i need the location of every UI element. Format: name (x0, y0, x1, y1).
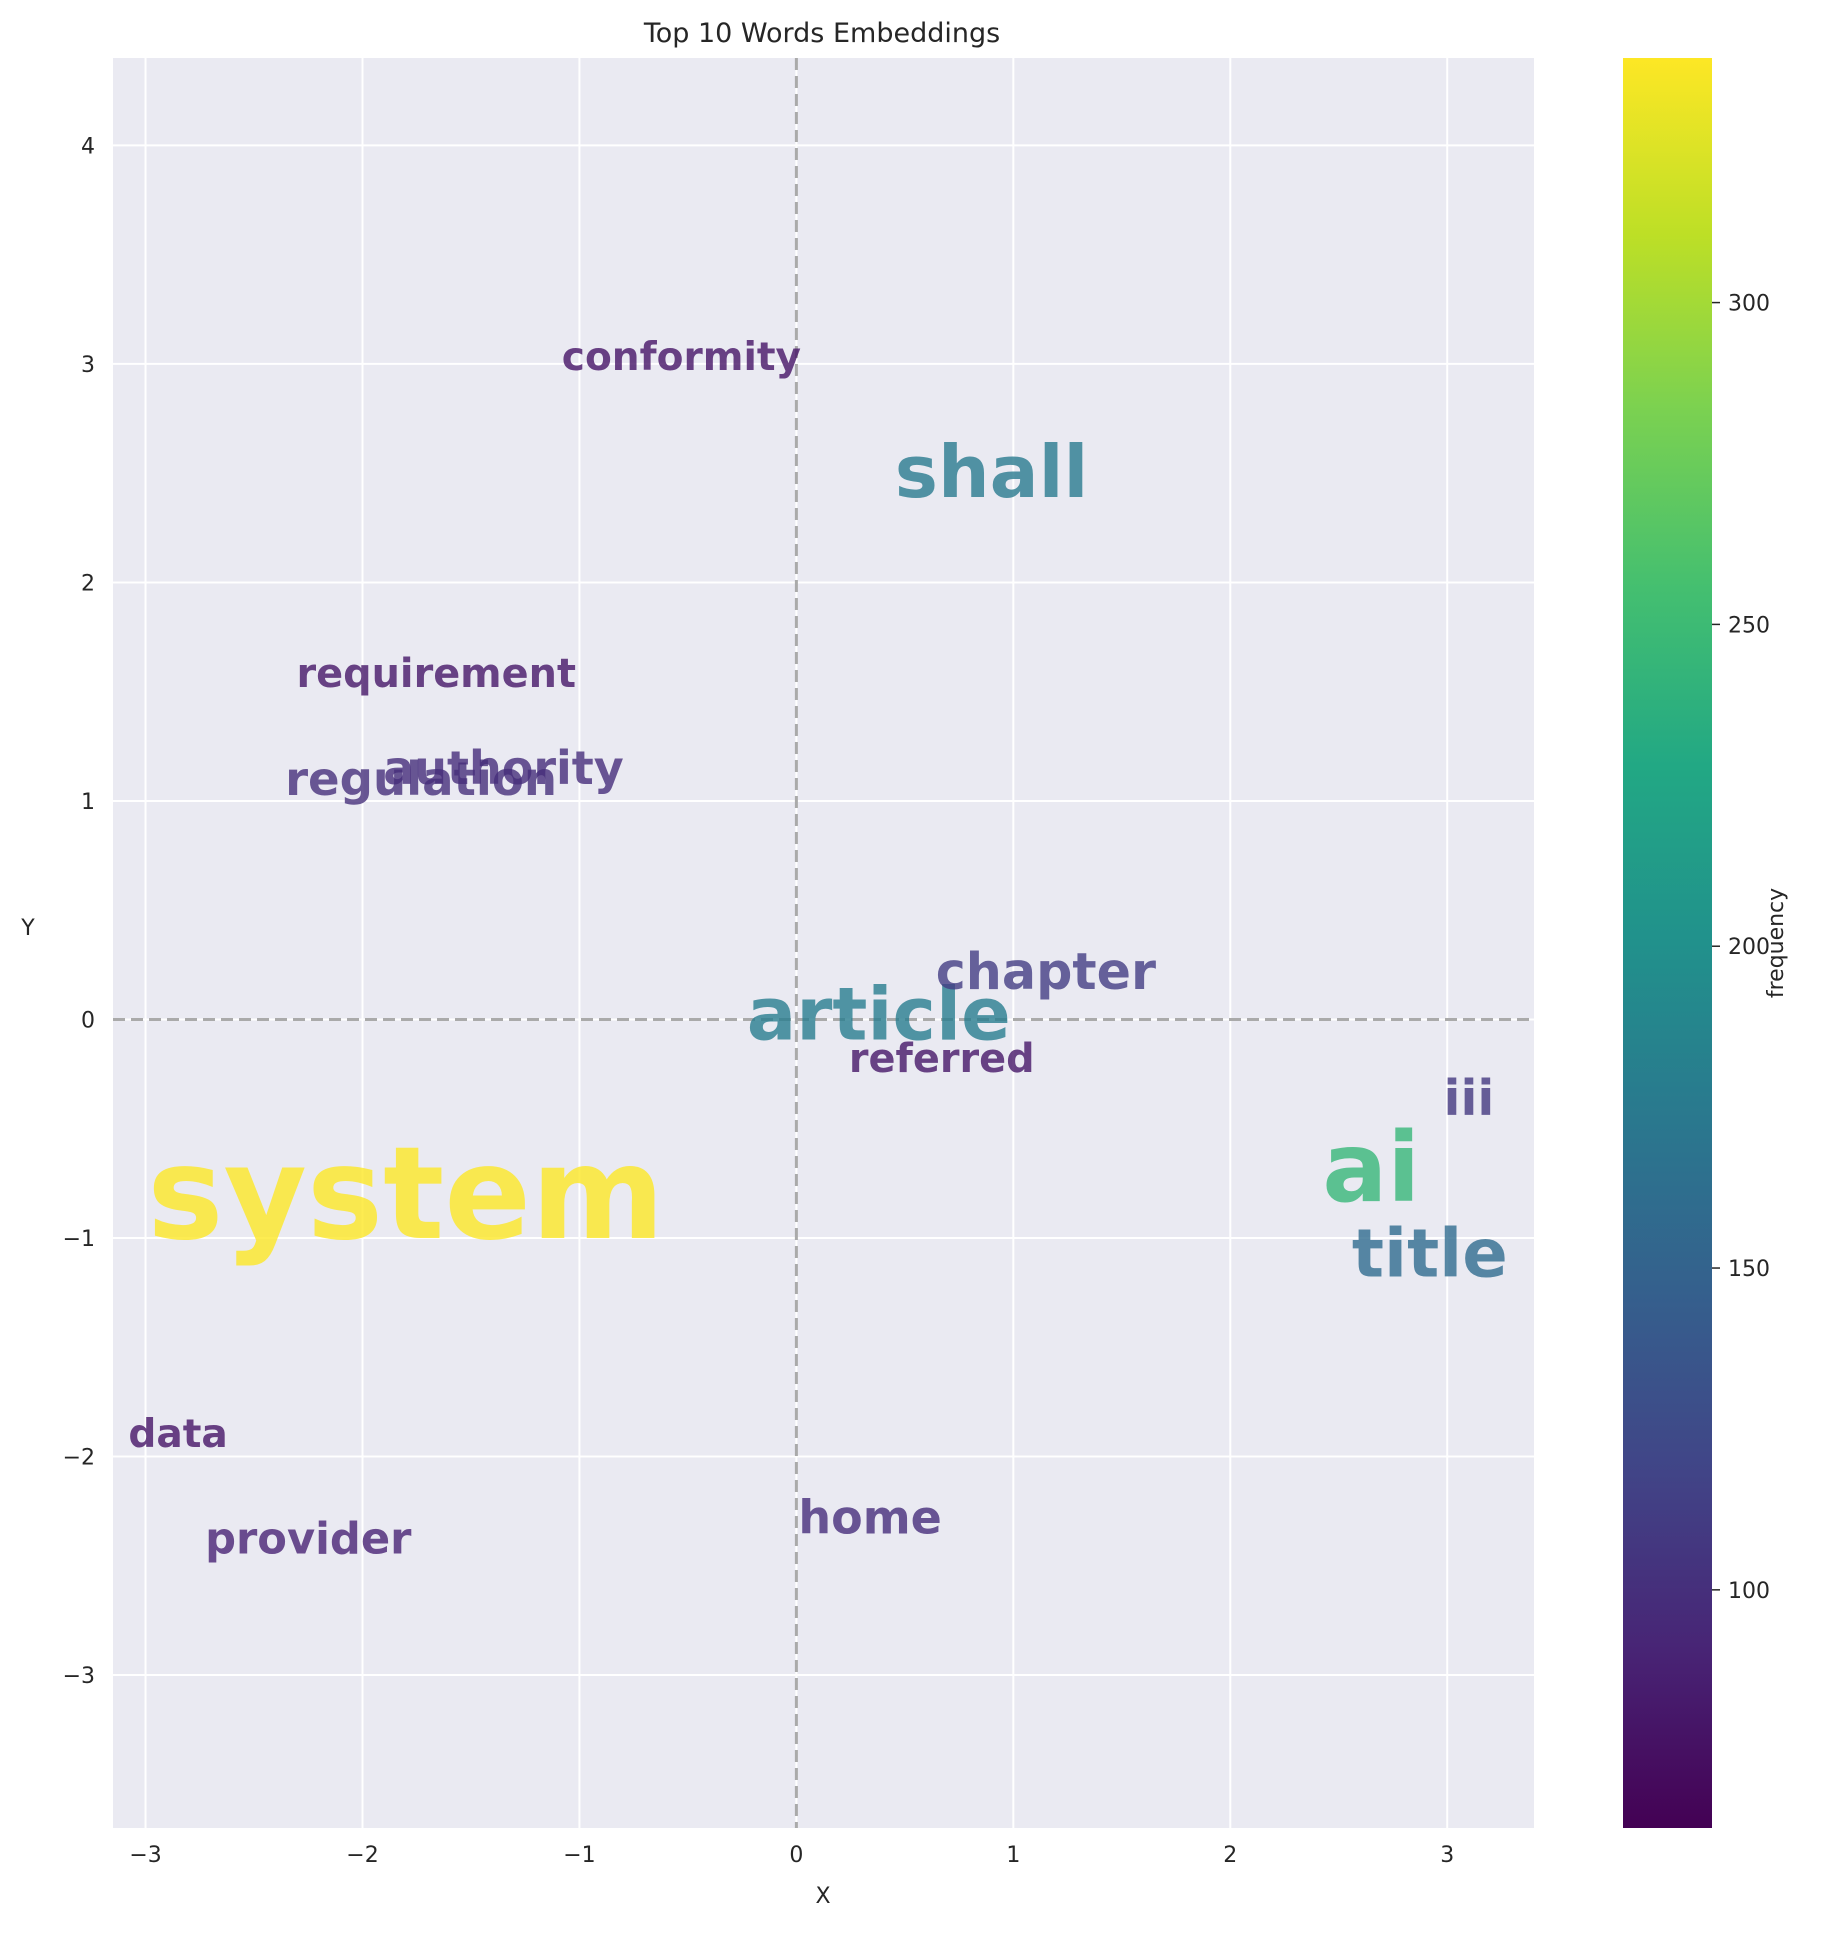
y-tick-label: 1 (81, 790, 95, 815)
word-label-shall: shall (895, 431, 1089, 515)
x-tick-label: −1 (563, 1843, 595, 1868)
word-label-chapter: chapter (936, 942, 1156, 1001)
y-tick-label: 4 (81, 134, 95, 159)
colorbar-label: frequency (1764, 888, 1789, 998)
word-label-ai: ai (1322, 1112, 1420, 1224)
y-tick-label: 0 (81, 1008, 95, 1033)
colorbar-tick-label: 300 (1728, 292, 1770, 317)
y-tick-labels: −3 −2 −1 0 1 2 3 4 (63, 134, 95, 1689)
colorbar-tick-label: 250 (1728, 613, 1770, 638)
x-axis-label: X (815, 1884, 830, 1909)
y-tick-label: −2 (63, 1446, 95, 1471)
y-tick-label: −1 (63, 1227, 95, 1252)
y-axis-label: Y (20, 916, 35, 941)
word-label-data: data (128, 1412, 227, 1457)
word-label-provider: provider (205, 1515, 412, 1565)
colorbar-tick-label: 100 (1728, 1579, 1770, 1604)
colorbar-tick-label: 200 (1728, 935, 1770, 960)
x-tick-label: 0 (789, 1843, 803, 1868)
reference-lines (113, 58, 1534, 1828)
word-label-iii: iii (1444, 1069, 1495, 1127)
word-label-system: system (147, 1120, 664, 1269)
x-tick-label: 1 (1006, 1843, 1020, 1868)
plot-area (113, 58, 1534, 1828)
x-tick-label: −2 (346, 1843, 378, 1868)
word-label-home: home (798, 1491, 941, 1545)
word-label-conformity: conformity (562, 335, 801, 380)
colorbar-tick-label: 150 (1728, 1257, 1770, 1282)
y-tick-label: −3 (63, 1664, 95, 1689)
y-tick-label: 3 (81, 353, 95, 378)
x-tick-labels: −3 −2 −1 0 1 2 3 (129, 1843, 1454, 1868)
word-label-title: title (1352, 1214, 1508, 1292)
chart-title: Top 10 Words Embeddings (643, 18, 1000, 49)
word-label-article: article (747, 973, 1011, 1058)
colorbar-ticks: 100 150 200 250 300 (1712, 292, 1770, 1604)
y-tick-label: 2 (81, 571, 95, 596)
x-tick-label: 2 (1223, 1843, 1237, 1868)
x-tick-label: −3 (129, 1843, 161, 1868)
word-label-regulation: regulation (285, 752, 557, 806)
word-label-authority: authority (383, 741, 624, 795)
word-label-referred: referred (849, 1036, 1035, 1082)
colorbar (1623, 58, 1712, 1828)
word-labels: system ai article shall title chapter iii regul… (128, 335, 1507, 1565)
word-label-requirement: requirement (296, 651, 576, 697)
x-tick-label: 3 (1440, 1843, 1454, 1868)
